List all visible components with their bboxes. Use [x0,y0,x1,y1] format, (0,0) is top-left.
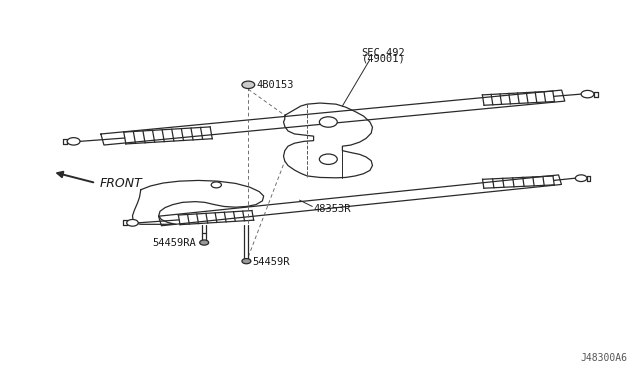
Circle shape [319,154,337,164]
Circle shape [242,259,251,264]
Circle shape [575,175,587,182]
Text: SEC.492: SEC.492 [362,48,405,58]
Circle shape [581,90,594,98]
Text: 54459R: 54459R [253,257,291,267]
Circle shape [127,219,138,226]
Text: (49001): (49001) [362,54,405,63]
Circle shape [200,240,209,245]
Circle shape [242,81,255,89]
Circle shape [211,182,221,188]
Text: 48353R: 48353R [314,205,351,214]
Text: 54459RA: 54459RA [152,238,196,247]
Text: 4B0153: 4B0153 [256,80,294,90]
Circle shape [319,117,337,127]
Text: J48300A6: J48300A6 [580,353,627,363]
Circle shape [67,138,80,145]
Text: FRONT: FRONT [99,177,142,189]
